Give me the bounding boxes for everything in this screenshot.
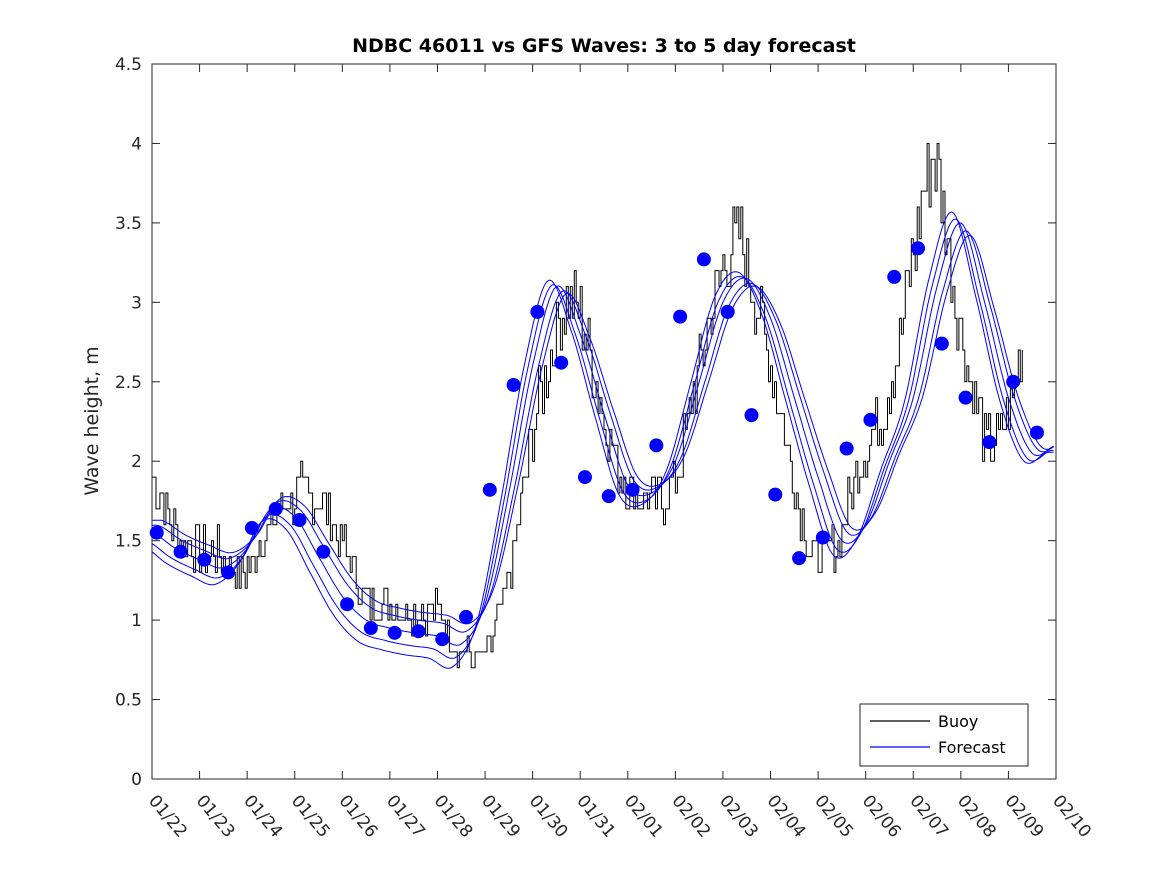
forecast-marker xyxy=(696,252,711,267)
y-tick-label: 4 xyxy=(131,134,142,154)
y-tick-label: 2.5 xyxy=(115,373,142,393)
forecast-marker xyxy=(506,377,521,392)
forecast-series-line xyxy=(152,218,1054,659)
forecast-marker xyxy=(982,435,997,450)
forecast-marker xyxy=(197,552,212,567)
forecast-marker xyxy=(911,241,926,256)
legend: Buoy Forecast xyxy=(859,703,1029,767)
forecast-marker xyxy=(173,544,188,559)
buoy-series-line xyxy=(152,142,1023,669)
chart-title: NDBC 46011 vs GFS Waves: 3 to 5 day fore… xyxy=(352,35,856,57)
forecast-marker xyxy=(887,269,902,284)
forecast-marker xyxy=(649,438,664,453)
forecast-marker xyxy=(459,609,474,624)
forecast-marker xyxy=(221,565,236,580)
forecast-series-line xyxy=(152,234,1054,625)
forecast-series-line xyxy=(152,211,1054,669)
forecast-marker xyxy=(340,597,355,612)
forecast-marker xyxy=(316,544,331,559)
forecast-marker xyxy=(149,525,164,540)
axes-box xyxy=(151,63,1057,780)
forecast-marker xyxy=(744,408,759,423)
forecast-marker xyxy=(577,470,592,485)
y-tick-label: 1.5 xyxy=(115,532,142,552)
y-tick-label: 0 xyxy=(131,770,142,790)
forecast-marker xyxy=(720,304,735,319)
y-tick-label: 2 xyxy=(131,452,142,472)
y-tick-label: 1 xyxy=(131,611,142,631)
y-tick-label: 0.5 xyxy=(115,691,142,711)
legend-forecast-label: Forecast xyxy=(938,738,1006,757)
legend-box xyxy=(859,703,1029,767)
y-axis: 0 0.5 1 1.5 2 2.5 3 3.5 4 4.5 xyxy=(115,55,1056,790)
forecast-marker xyxy=(292,513,307,528)
forecast-marker xyxy=(934,336,949,351)
forecast-marker xyxy=(958,390,973,405)
forecast-marker xyxy=(625,482,640,497)
forecast-marker xyxy=(435,632,450,647)
series-layer xyxy=(152,142,1054,669)
forecast-marker xyxy=(411,624,426,639)
forecast-marker xyxy=(387,625,402,640)
forecast-marker xyxy=(792,551,807,566)
forecast-marker xyxy=(363,621,378,636)
forecast-marker xyxy=(244,520,259,535)
forecast-marker xyxy=(863,412,878,427)
y-tick-label: 3.5 xyxy=(115,214,142,234)
forecast-marker xyxy=(554,355,569,370)
forecast-marker xyxy=(530,304,545,319)
forecast-marker xyxy=(1006,374,1021,389)
forecast-series-line xyxy=(152,230,1054,633)
y-axis-label: Wave height, m xyxy=(81,346,103,495)
legend-buoy-label: Buoy xyxy=(938,712,978,731)
forecast-marker xyxy=(815,530,830,545)
forecast-marker xyxy=(768,487,783,502)
forecast-marker xyxy=(268,501,283,516)
marker-layer xyxy=(149,241,1044,647)
forecast-series-line xyxy=(152,222,1054,646)
y-tick-label: 4.5 xyxy=(115,55,142,75)
y-tick-label: 3 xyxy=(131,293,142,313)
forecast-marker xyxy=(1029,425,1044,440)
forecast-marker xyxy=(601,489,616,504)
forecast-marker xyxy=(482,482,497,497)
forecast-marker xyxy=(839,441,854,456)
forecast-marker xyxy=(673,309,688,324)
